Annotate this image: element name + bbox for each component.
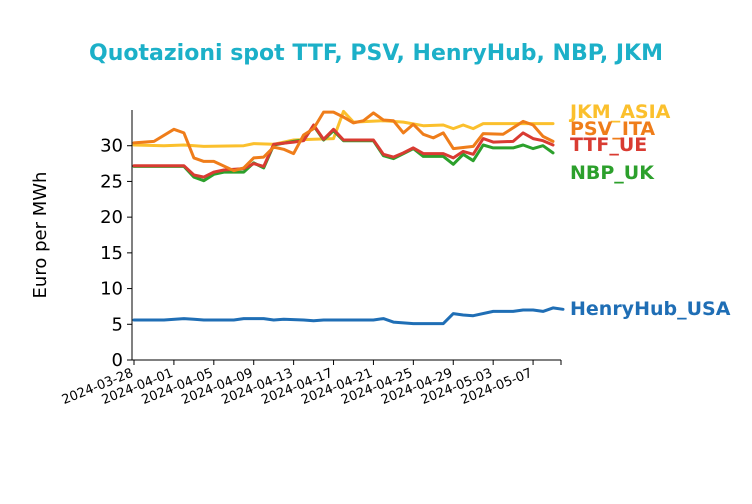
chart-title: Quotazioni spot TTF, PSV, HenryHub, NBP,…: [89, 41, 663, 66]
series-line-psv-ita: [132, 110, 555, 173]
y-tick-label: 10: [100, 279, 123, 300]
y-tick-label: 30: [100, 136, 123, 157]
y-axis-label: Euro per MWh: [30, 172, 51, 299]
series-label-jkm-asia: JKM_ASIA: [568, 101, 671, 123]
series-line-henryhub-usa: [132, 306, 565, 326]
x-ticks: 2024-03-282024-04-012024-04-052024-04-09…: [60, 360, 562, 408]
series-label-nbp-uk: NBP_UK: [570, 162, 655, 184]
y-tick-label: 25: [100, 171, 123, 192]
series-label-henryhub-usa: HenryHub_USA: [570, 298, 731, 320]
series-lines: [132, 109, 565, 326]
y-tick-label: 15: [100, 243, 123, 264]
series-label-psv-ita: PSV_ITA: [570, 118, 655, 140]
series-label-ttf-ue: TTF_UE: [570, 134, 647, 156]
y-ticks: 0 5 10 15 20 25 30: [100, 136, 132, 371]
axes: [131, 110, 561, 361]
y-tick-label: 5: [112, 314, 123, 335]
y-tick-label: 20: [100, 207, 123, 228]
y-tick-label: 0: [112, 350, 123, 371]
